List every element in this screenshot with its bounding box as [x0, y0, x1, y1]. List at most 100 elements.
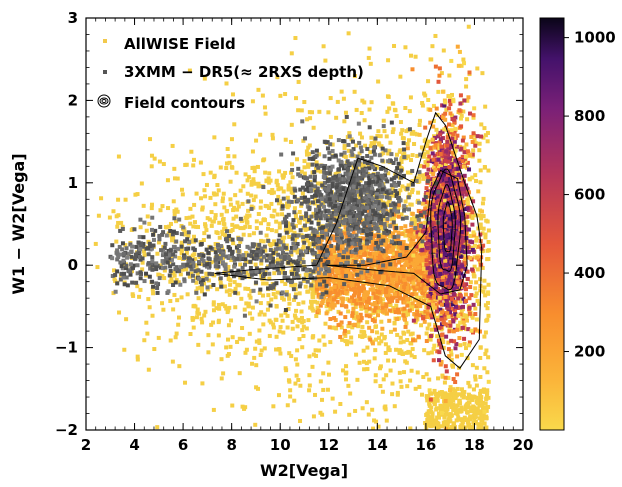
- allwise-point: [486, 379, 491, 384]
- allwise-point: [468, 280, 473, 285]
- allwise-point: [389, 217, 394, 222]
- allwise-point: [362, 252, 367, 257]
- allwise-point: [461, 186, 466, 191]
- allwise-point: [483, 401, 488, 406]
- allwise-point: [427, 423, 432, 428]
- allwise-point: [308, 299, 313, 304]
- allwise-point: [275, 212, 280, 217]
- allwise-point: [360, 301, 365, 306]
- allwise-point: [403, 105, 408, 110]
- allwise-point: [486, 395, 491, 400]
- allwise-point: [237, 336, 242, 341]
- allwise-point: [372, 418, 377, 423]
- allwise-point: [403, 313, 408, 318]
- allwise-point: [211, 302, 216, 307]
- allwise-point: [424, 258, 429, 263]
- allwise-point: [398, 188, 403, 193]
- allwise-point: [386, 358, 391, 363]
- allwise-point: [460, 278, 465, 283]
- allwise-point: [265, 307, 270, 312]
- allwise-point: [333, 409, 338, 414]
- allwise-point: [386, 291, 391, 296]
- allwise-point: [226, 154, 231, 159]
- allwise-point: [473, 414, 478, 419]
- allwise-point: [168, 299, 173, 304]
- allwise-point: [176, 315, 181, 320]
- allwise-point: [415, 277, 420, 282]
- allwise-point: [435, 315, 440, 320]
- allwise-point: [425, 144, 430, 149]
- allwise-point: [289, 283, 294, 288]
- allwise-point: [484, 408, 489, 413]
- allwise-point: [147, 221, 152, 226]
- allwise-point: [421, 285, 426, 290]
- allwise-point: [247, 225, 252, 230]
- allwise-point: [203, 194, 208, 199]
- allwise-point: [329, 234, 334, 239]
- allwise-point: [474, 365, 479, 370]
- allwise-point: [383, 350, 388, 355]
- allwise-point: [354, 107, 359, 112]
- allwise-point: [414, 313, 419, 318]
- allwise-point: [403, 243, 408, 248]
- allwise-point: [226, 264, 231, 269]
- allwise-point: [270, 187, 275, 192]
- allwise-point: [398, 340, 403, 345]
- allwise-point: [114, 239, 119, 244]
- allwise-point: [262, 312, 267, 317]
- allwise-point: [414, 284, 419, 289]
- allwise-point: [371, 426, 376, 430]
- allwise-point: [392, 327, 397, 332]
- allwise-point: [112, 268, 117, 273]
- allwise-point: [271, 404, 276, 409]
- allwise-point: [245, 220, 250, 225]
- allwise-point: [400, 232, 405, 237]
- allwise-point: [408, 426, 413, 430]
- allwise-point: [194, 276, 199, 281]
- allwise-point: [208, 195, 213, 200]
- allwise-point: [346, 31, 351, 36]
- allwise-point: [185, 292, 190, 297]
- allwise-point: [214, 192, 219, 197]
- allwise-point: [321, 371, 326, 376]
- allwise-point: [405, 303, 410, 308]
- allwise-point: [180, 192, 185, 197]
- allwise-point: [327, 274, 332, 279]
- allwise-point: [358, 131, 363, 136]
- allwise-point: [418, 304, 423, 309]
- allwise-point: [224, 166, 229, 171]
- allwise-point: [395, 299, 400, 304]
- allwise-point: [451, 387, 456, 392]
- allwise-point: [355, 216, 360, 221]
- allwise-point: [235, 207, 240, 212]
- allwise-point: [481, 243, 486, 248]
- allwise-point: [386, 288, 391, 293]
- allwise-point: [451, 154, 456, 159]
- allwise-point: [245, 191, 250, 196]
- allwise-point: [377, 296, 382, 301]
- allwise-point: [446, 392, 451, 397]
- allwise-point: [169, 279, 174, 284]
- allwise-point: [240, 404, 245, 409]
- allwise-point: [408, 332, 413, 337]
- allwise-point: [369, 247, 374, 252]
- allwise-point: [351, 230, 356, 235]
- allwise-point: [311, 352, 316, 357]
- allwise-point: [384, 302, 389, 307]
- allwise-point: [322, 257, 327, 262]
- allwise-point: [383, 342, 388, 347]
- allwise-point: [476, 189, 481, 194]
- allwise-point: [428, 391, 433, 396]
- allwise-point: [300, 345, 305, 350]
- allwise-point: [363, 143, 368, 148]
- allwise-point: [367, 46, 372, 51]
- allwise-point: [360, 324, 365, 329]
- allwise-point: [296, 108, 301, 113]
- allwise-point: [358, 318, 363, 323]
- allwise-point: [424, 339, 429, 344]
- allwise-point: [423, 220, 428, 225]
- allwise-point: [285, 195, 290, 200]
- allwise-point: [387, 299, 392, 304]
- allwise-point: [417, 301, 422, 306]
- allwise-point: [479, 216, 484, 221]
